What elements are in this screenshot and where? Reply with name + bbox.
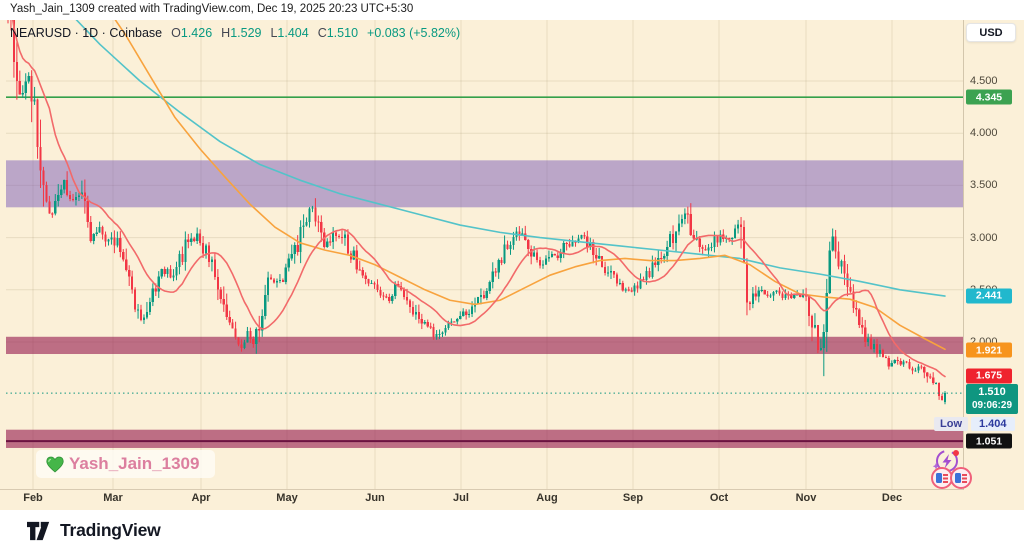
change-value: +0.083 (+5.82%) xyxy=(367,26,461,40)
ma20-price-label: 1.675 xyxy=(966,368,1012,384)
month-tick-mar: Mar xyxy=(103,492,123,504)
month-tick-oct: Oct xyxy=(709,492,729,504)
month-tick-aug: Aug xyxy=(536,492,558,504)
low-value: 1.404 xyxy=(971,417,1015,432)
price-tick: 3.000 xyxy=(970,231,998,244)
ma200-price-label: 2.441 xyxy=(966,288,1012,304)
watermark-name: Yash_Jain_1309 xyxy=(69,454,200,473)
reaction-buttons[interactable] xyxy=(931,466,975,490)
ohlc-low: L1.404 xyxy=(270,26,309,40)
support-price-label: 1.051 xyxy=(966,433,1012,449)
symbol-title[interactable]: NEARUSD · 1D · Coinbase xyxy=(10,26,163,40)
chart-canvas[interactable] xyxy=(0,20,1024,510)
price-tick: 3.500 xyxy=(970,179,998,192)
symbol-legend[interactable]: NEARUSD · 1D · Coinbase O1.426 H1.529 L1… xyxy=(10,26,460,40)
month-tick-dec: Dec xyxy=(881,492,903,504)
month-tick-nov: Nov xyxy=(795,492,817,504)
price-tick: 4.000 xyxy=(970,127,998,140)
month-tick-apr: Apr xyxy=(191,492,211,504)
hline-price-label: 4.345 xyxy=(966,89,1012,105)
price-axis-separator xyxy=(963,20,964,490)
session-low-label: Low 1.404 xyxy=(934,417,1015,432)
month-tick-may: May xyxy=(276,492,298,504)
ohlc-close: C1.510 xyxy=(317,26,359,40)
month-tick-sep: Sep xyxy=(622,492,644,504)
tradingview-mark-icon xyxy=(27,521,50,540)
tradingview-logo[interactable]: TradingView xyxy=(27,520,161,541)
brand-name: TradingView xyxy=(60,520,161,540)
month-tick-feb: Feb xyxy=(23,492,43,504)
month-tick-jun: Jun xyxy=(365,492,385,504)
sparkle-icon xyxy=(932,463,940,470)
time-axis-separator xyxy=(0,489,963,490)
fist-reaction-icon-right xyxy=(950,467,972,489)
ohlc-open: O1.426 xyxy=(171,26,213,40)
price-tick: 4.500 xyxy=(970,75,998,87)
currency-toggle-button[interactable]: USD xyxy=(966,23,1016,42)
resistance-zone-purple xyxy=(6,160,963,208)
footer-bar: TradingView xyxy=(0,510,1024,551)
green-heart-icon xyxy=(46,456,64,472)
fist-reaction-icon-left xyxy=(931,467,953,489)
lightning-icon xyxy=(942,454,952,469)
supply-zone-maroon xyxy=(6,336,963,355)
bar-countdown: 09:06:29 xyxy=(971,400,1013,412)
notification-dot xyxy=(953,450,959,456)
month-tick-jul: Jul xyxy=(453,492,469,504)
demand-zone-maroon xyxy=(6,429,963,448)
last-price-label: 1.510 09:06:29 xyxy=(966,384,1018,415)
ohlc-high: H1.529 xyxy=(221,26,262,40)
low-tag: Low xyxy=(934,417,968,432)
last-price-value: 1.510 xyxy=(978,386,1006,399)
attribution-text: Yash_Jain_1309 created with TradingView.… xyxy=(10,3,414,15)
user-watermark: Yash_Jain_1309 xyxy=(36,450,216,478)
ma50-price-label: 1.921 xyxy=(966,342,1012,358)
